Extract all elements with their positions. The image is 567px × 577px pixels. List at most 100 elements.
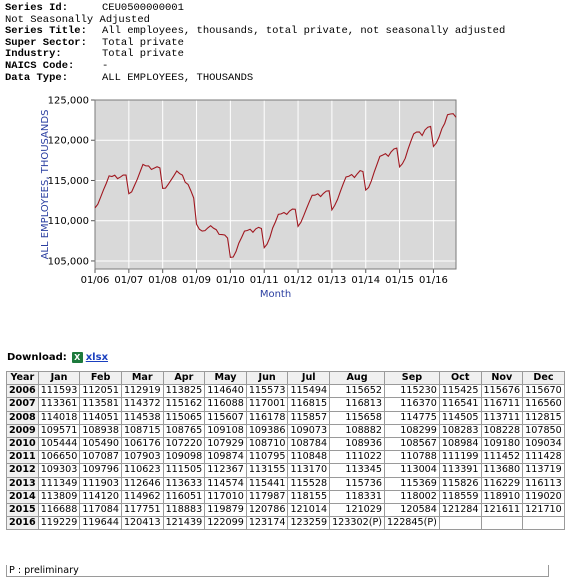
table-row: 2007 113361 113581 114372 115162 116088 117001… [6, 397, 565, 412]
table-cell: 113155 [245, 463, 289, 478]
column-header-dec: Dec [522, 370, 565, 386]
table-cell: 113170 [287, 463, 331, 478]
table-cell: 109571 [37, 423, 81, 439]
excel-icon[interactable]: X [71, 352, 83, 363]
table-cell: 109108 [204, 423, 247, 439]
table-cell: 108765 [162, 423, 206, 439]
table-cell: 114775 [383, 410, 440, 425]
table-cell: 117010 [204, 489, 247, 505]
x-tick-label: 01/15 [385, 275, 414, 286]
column-header-year: Year [6, 370, 39, 386]
download-bar: Download: X xlsx [7, 352, 108, 363]
table-cell: 111022 [329, 450, 385, 465]
table-cell: 113633 [162, 476, 206, 491]
table-cell: 116711 [480, 397, 524, 412]
table-row: 2009 109571 108938 108715 108765 109108 109386… [6, 423, 565, 439]
table-cell: 120786 [245, 503, 289, 518]
table-cell: 108283 [438, 423, 482, 439]
xlsx-download-link[interactable]: xlsx [85, 352, 109, 363]
row-year: 2014 [6, 489, 39, 505]
data-type-value: ALL EMPLOYEES, THOUSANDS [102, 71, 254, 84]
x-tick-label: 01/14 [351, 275, 380, 286]
y-tick-label: 120,000 [48, 136, 89, 147]
column-header-jan: Jan [37, 370, 81, 386]
table-cell: 111505 [162, 463, 206, 478]
table-cell: 113825 [162, 384, 206, 399]
y-axis-title: ALL EMPLOYEES, THOUSANDS [40, 110, 51, 260]
employment-line-chart: 105,000 110,000 115,000 120,000 125,000 01/06… [40, 96, 457, 300]
table-cell: 116370 [383, 397, 440, 412]
super-sector-value: Total private [102, 36, 184, 49]
table-cell: 113345 [329, 463, 385, 478]
table-cell: 108228 [480, 423, 524, 439]
table-cell: 119229 [37, 516, 81, 531]
table-cell: 115230 [383, 384, 440, 399]
plot-border [94, 99, 457, 270]
table-cell: 108938 [79, 423, 122, 439]
table-cell: 115670 [522, 384, 565, 399]
row-year: 2008 [6, 410, 39, 425]
table-cell: 106176 [120, 437, 164, 452]
table-row: 2010 105444 105490 106176 107220 107929 108710… [6, 437, 565, 452]
column-header-aug: Aug [329, 370, 385, 386]
table-cell: 115826 [438, 476, 482, 491]
table-cell: 111903 [79, 476, 122, 491]
table-cell: 106650 [37, 450, 81, 465]
table-cell: 109180 [480, 437, 524, 452]
seasonal-adjustment: Not Seasonally Adjusted [5, 13, 150, 26]
table-cell: 115607 [204, 410, 247, 425]
table-cell: 115676 [480, 384, 524, 399]
table-cell: 121439 [162, 516, 206, 531]
table-cell: 109303 [37, 463, 81, 478]
table-cell: 108715 [120, 423, 164, 439]
table-cell: 116229 [480, 476, 524, 491]
table-cell: 114962 [120, 489, 164, 505]
table-cell: 116541 [438, 397, 482, 412]
x-tick-label: 01/09 [182, 275, 211, 286]
table-cell: 109073 [287, 423, 331, 439]
table-row: 2008 114018 114051 114538 115065 115607 116178… [6, 410, 565, 425]
table-cell: 115494 [287, 384, 331, 399]
table-cell: 121284 [438, 503, 482, 518]
table-cell: 113004 [383, 463, 440, 478]
table-cell: 114372 [120, 397, 164, 412]
table-cell: 112367 [204, 463, 247, 478]
column-header-feb: Feb [79, 370, 122, 386]
table-cell: 116815 [287, 397, 331, 412]
table-cell: 112646 [120, 476, 164, 491]
table-cell: 105444 [37, 437, 81, 452]
table-cell: 105490 [79, 437, 122, 452]
table-cell: 111199 [438, 450, 482, 465]
table-cell: 122845(P) [383, 516, 440, 531]
table-cell [480, 516, 524, 531]
table-cell: 110623 [120, 463, 164, 478]
table-cell: 119644 [79, 516, 122, 531]
column-header-jul: Jul [287, 370, 331, 386]
x-axis-title: Month [260, 289, 291, 300]
series-id-label: Series Id: [5, 2, 69, 14]
industry-value: Total private [102, 48, 184, 61]
table-row: 2006 111593 112051 112919 113825 114640 115573… [6, 384, 565, 399]
plot-area [94, 99, 457, 270]
table-row: 2011 106650 107087 107903 109098 109874 110795… [6, 450, 565, 465]
table-cell: 116178 [245, 410, 289, 425]
table-cell: 108567 [383, 437, 440, 452]
table-cell: 116813 [329, 397, 385, 412]
series-title-label: Series Title: [5, 25, 87, 38]
x-tick-label: 01/11 [250, 275, 279, 286]
table-cell: 113581 [79, 397, 122, 412]
y-tick-label: 125,000 [48, 96, 89, 107]
y-tick-label: 105,000 [48, 256, 89, 267]
naics-code-value: - [102, 59, 109, 72]
table-cell: 120584 [383, 503, 440, 518]
table-row: 2016 119229 119644 120413 121439 122099 123174… [6, 516, 565, 531]
table-cell: 109796 [79, 463, 122, 478]
data-type-label: Data Type: [5, 71, 69, 84]
column-header-may: May [204, 370, 247, 386]
x-tick-label: 01/06 [81, 275, 110, 286]
table-cell: 123174 [245, 516, 289, 531]
series-metadata: Series Id: CEU0500000001 Not Seasonally A… [5, 2, 505, 84]
table-cell: 109874 [204, 450, 247, 465]
data-table: Year Jan Feb Mar Apr May Jun Jul Aug Sep Oct Nov Dec… [6, 370, 565, 531]
table-cell: 115658 [329, 410, 385, 425]
